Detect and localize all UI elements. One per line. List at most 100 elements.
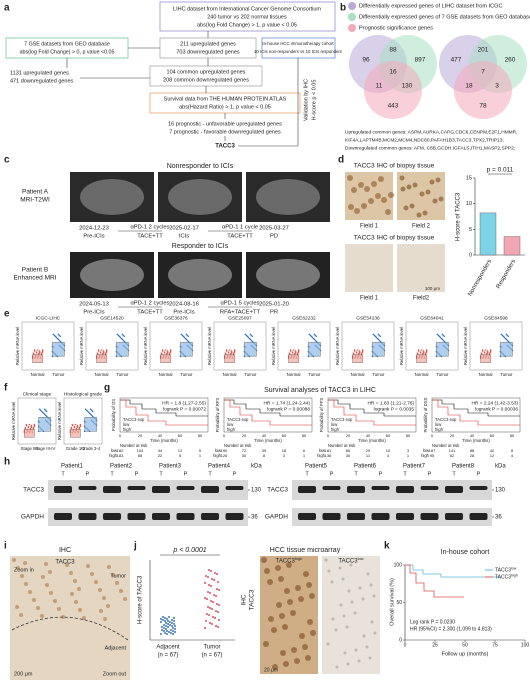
label: Relative mRNA level: [57, 402, 62, 440]
label: Normal: [351, 372, 365, 377]
label: 104 common upregulated genes: [167, 69, 246, 75]
label: low: [319, 448, 326, 453]
stain: [307, 619, 313, 625]
label: Patient8: [452, 464, 475, 470]
label: 28: [470, 453, 475, 458]
stain: [409, 203, 415, 209]
stain: [361, 203, 367, 209]
stain: [429, 179, 435, 185]
label: In-house cohort: [441, 549, 490, 556]
point: [505, 338, 508, 341]
point: [288, 352, 291, 354]
point: [168, 352, 171, 354]
label: high: [317, 453, 326, 458]
point: [216, 573, 218, 575]
label: Tumor: [110, 573, 126, 579]
band: [347, 486, 365, 493]
label: high: [331, 427, 340, 432]
point: [123, 335, 126, 338]
plot-frame: [341, 321, 395, 371]
blot: [48, 480, 248, 500]
point: [208, 584, 210, 586]
label: 471 downregulated genes: [10, 78, 74, 84]
band: [127, 486, 146, 490]
label: Downregulated common genes: AFM, C8B,GCD…: [345, 145, 515, 151]
stain: [372, 594, 376, 598]
point: [163, 627, 165, 629]
blot: [48, 508, 248, 526]
point: [204, 597, 206, 599]
point: [416, 352, 419, 354]
label: Patient B: [22, 267, 48, 274]
label: PR: [270, 310, 278, 316]
plot-frame: [327, 397, 417, 433]
stain: [416, 212, 422, 218]
stain: [86, 564, 90, 568]
stain: [366, 572, 370, 576]
point: [503, 336, 506, 339]
point: [425, 349, 428, 351]
label: 200 μm: [14, 671, 33, 677]
point: [97, 349, 100, 351]
point: [167, 620, 169, 622]
stain: [20, 574, 24, 578]
label: T: [61, 471, 65, 477]
label: TACC3 exp: [227, 417, 249, 422]
point: [40, 410, 43, 413]
label: 50: [396, 600, 402, 606]
stain: [368, 656, 372, 660]
point: [225, 349, 228, 351]
point: [501, 334, 504, 337]
label: TACC3 IHC of biopsy tissue: [354, 163, 435, 170]
box: [416, 354, 427, 363]
point: [165, 353, 168, 355]
stain: [272, 664, 278, 670]
km-curve: [120, 399, 208, 417]
km-curve: [432, 399, 520, 417]
label: Tumor: [203, 645, 220, 651]
label: 18: [282, 448, 287, 453]
label: Field2: [413, 296, 430, 302]
stain: [364, 186, 370, 192]
label: Adjacent: [156, 645, 180, 651]
band: [445, 513, 463, 520]
label: 4: [511, 453, 514, 458]
band: [420, 513, 439, 520]
point: [35, 351, 38, 353]
point: [377, 338, 380, 341]
point: [25, 423, 28, 426]
label: Survival analyses of TACC3 in LIHC: [264, 387, 376, 394]
label: Validation by IHC: [303, 79, 309, 121]
point: [206, 613, 208, 615]
label: 2025-03-27: [259, 226, 289, 232]
label: 80: [406, 433, 411, 438]
label: Patient4: [208, 464, 231, 470]
label: Normal: [159, 372, 173, 377]
point: [314, 339, 317, 342]
label: Adjacent: [105, 645, 127, 651]
stain: [15, 605, 19, 609]
point: [218, 604, 220, 606]
point: [297, 349, 300, 351]
stain: [44, 562, 48, 566]
stain: [335, 665, 339, 669]
label: Relative mRNA level: [79, 327, 84, 365]
plot-frame: [469, 321, 523, 371]
stain: [279, 613, 285, 619]
panel-letter: k: [384, 541, 390, 552]
label: Probability of PFS: [319, 398, 324, 433]
plot-frame: [149, 321, 203, 371]
band: [127, 513, 146, 520]
point: [71, 423, 74, 426]
point: [55, 336, 58, 339]
point: [160, 618, 162, 620]
point: [215, 595, 217, 597]
label: αPD-1 2 cycles: [130, 301, 169, 307]
point: [293, 353, 296, 355]
point: [41, 411, 44, 414]
stain: [73, 579, 77, 583]
label: 8: [511, 448, 514, 453]
box: [244, 341, 257, 357]
label: 88: [389, 47, 397, 54]
point: [247, 336, 250, 339]
